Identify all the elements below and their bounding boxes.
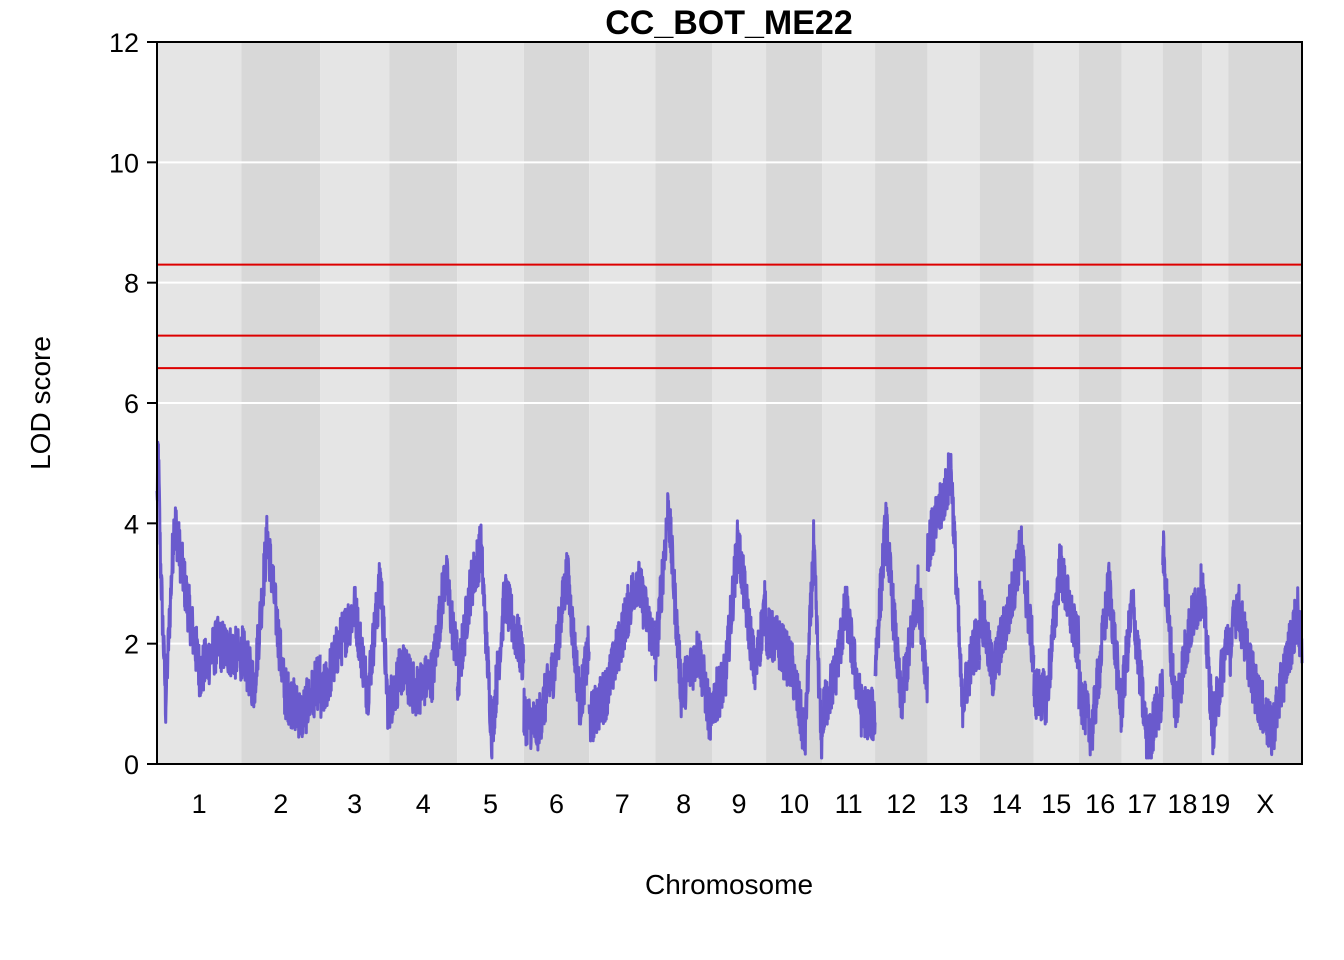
lod-line-chr-14: [978, 525, 1036, 697]
lod-line-chr-2: [239, 514, 322, 739]
y-tick-label: 12: [109, 28, 139, 58]
x-tick-label: X: [1256, 789, 1274, 819]
x-tick-label: 2: [273, 789, 288, 819]
y-tick-label: 8: [124, 269, 139, 299]
lod-line-chr-13: [925, 452, 982, 729]
lod-line-chr-11: [820, 585, 877, 742]
x-tick-label: 12: [886, 789, 916, 819]
x-tick-label: 14: [992, 789, 1022, 819]
x-tick-label: 3: [347, 789, 362, 819]
lod-line-chr-8: [653, 492, 714, 741]
x-tick-label: 6: [549, 789, 564, 819]
lod-line-chr-16: [1077, 561, 1124, 757]
lod-line-chr-5: [455, 523, 526, 760]
x-tick-label: 15: [1041, 789, 1071, 819]
x-tick-label: 19: [1200, 789, 1230, 819]
lod-line-chr-6: [522, 552, 591, 752]
x-axis-label: Chromosome: [645, 869, 813, 900]
lod-line-chr-1: [155, 440, 243, 724]
x-tick-label: 18: [1167, 789, 1197, 819]
lod-line-chr-12: [873, 501, 929, 720]
x-tick-label: 9: [732, 789, 747, 819]
y-tick-label: 6: [124, 389, 139, 419]
y-axis: 0 2 4 6 8 10 12: [109, 28, 157, 780]
x-tick-label: 13: [939, 789, 969, 819]
lod-line-chr-10: [764, 519, 824, 760]
y-axis-label: LOD score: [25, 336, 56, 470]
lod-line-chr-18: [1161, 530, 1204, 729]
lod-line-chr-9: [710, 519, 768, 724]
x-tick-label: 11: [835, 789, 863, 819]
y-tick-label: 10: [109, 148, 139, 178]
lod-line-chr-X: [1227, 583, 1304, 757]
threshold-lines: [157, 263, 1302, 370]
x-tick-label: 1: [192, 789, 207, 819]
lod-line-chr-4: [387, 554, 459, 729]
x-tick-label: 4: [416, 789, 431, 819]
x-tick-label: 8: [676, 789, 691, 819]
lod-line-chr-19: [1200, 572, 1230, 756]
y-tick-label: 2: [124, 630, 139, 660]
lod-curve: [155, 440, 1304, 760]
x-tick-label: 16: [1085, 789, 1115, 819]
lod-line-chr-15: [1032, 543, 1081, 726]
x-tick-label: 7: [615, 789, 630, 819]
x-tick-label: 10: [779, 789, 809, 819]
lod-line-chr-7: [587, 560, 657, 743]
y-tick-label: 4: [124, 509, 139, 539]
y-tick-label: 0: [124, 750, 139, 780]
lod-line-chr-3: [318, 562, 391, 730]
x-tick-label: 5: [483, 789, 498, 819]
chart-title: CC_BOT_ME22: [605, 4, 853, 42]
lod-line-chr-17: [1120, 588, 1165, 760]
x-tick-label: 17: [1127, 789, 1157, 819]
x-axis: 1 2 3 4 5 6 7 8 9 10 11 12 13 14 15 16 17 18 19 X: [192, 789, 1275, 819]
